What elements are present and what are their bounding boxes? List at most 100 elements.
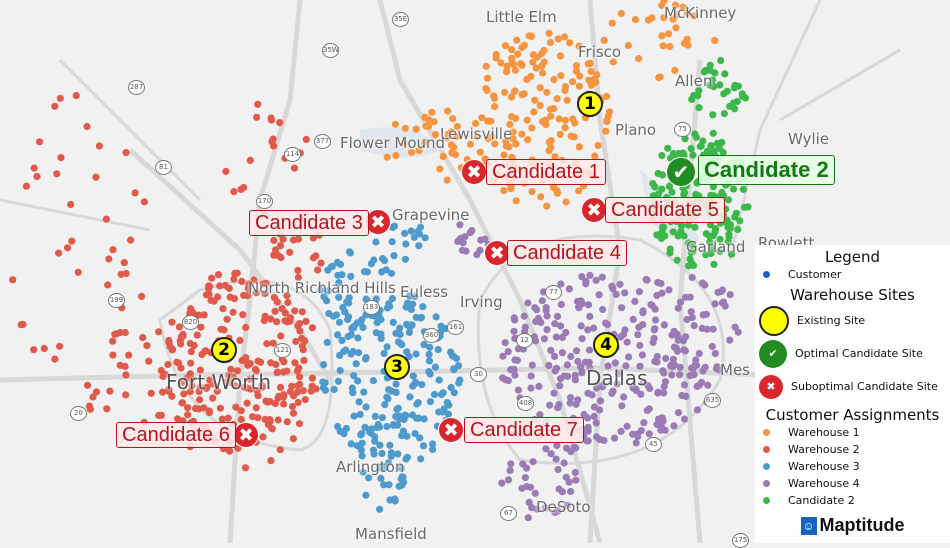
customer-dot [372,329,380,337]
customer-dot [216,282,224,290]
customer-dot [572,67,581,75]
customer-dot [33,172,41,181]
customer-dot [639,309,647,317]
customer-dot [302,135,310,143]
customer-dot [350,372,358,380]
customer-dot [179,378,187,386]
customer-dot [658,152,666,160]
customer-dot [206,376,214,384]
customer-dot [105,255,113,263]
customer-dot [508,46,516,54]
customer-dot [578,335,586,343]
customer-dot [605,108,614,116]
customer-dot [420,341,428,349]
customer-dot [653,358,661,366]
customer-dot [623,338,631,346]
customer-dot [336,366,344,375]
customer-dot [658,289,666,297]
customer-dot [476,148,484,156]
customer-dot [695,86,703,94]
customer-dot [680,415,689,423]
customer-dot [590,324,598,332]
customer-dot [385,386,393,394]
existing-site-marker[interactable]: 3 [384,354,410,380]
customer-dot [184,404,192,412]
x-icon[interactable]: ✖ [233,422,259,448]
customer-dot [389,223,397,231]
customer-dot [317,286,325,294]
customer-dot [665,182,674,190]
highway-shield: 635 [704,393,721,408]
customer-dot-icon [763,271,770,278]
customer-dot [383,153,391,161]
customer-dot [425,368,433,376]
customer-dot [291,307,299,315]
customer-dot [726,336,734,344]
customer-dot [704,381,712,389]
highway-shield: 45 [645,437,662,452]
customer-dot [312,252,320,260]
customer-dot [279,235,287,243]
customer-dot [403,348,411,356]
check-icon[interactable]: ✔ [666,157,696,187]
customer-dot [546,105,555,113]
customer-dot [362,491,370,499]
customer-dot [551,352,559,360]
customer-dot [679,337,688,345]
customer-dot [230,275,238,283]
customer-dot [408,148,416,156]
x-icon[interactable]: ✖ [438,417,464,443]
customer-dot [734,225,742,233]
customer-dot [538,62,546,70]
x-icon[interactable]: ✖ [461,159,487,185]
x-icon[interactable]: ✖ [365,209,391,235]
x-icon[interactable]: ✖ [484,240,510,266]
customer-dot [184,411,192,419]
customer-dot [542,306,550,315]
customer-dot [276,242,285,250]
customer-dot [412,125,420,133]
customer-dot [550,389,558,397]
customer-dot [323,297,331,305]
customer-dot [710,260,718,268]
customer-dot [357,431,365,439]
customer-dot [726,291,734,299]
existing-site-marker[interactable]: 4 [593,332,619,358]
customer-dot [466,140,474,148]
customer-dot [409,372,417,380]
legend-suboptimal: Suboptimal Candidate Site [791,380,938,393]
customer-dot [659,42,667,50]
customer-dot [673,347,682,355]
x-icon[interactable]: ✖ [581,197,607,223]
customer-dot [674,149,683,158]
customer-dot [449,115,457,123]
customer-dot [504,476,513,484]
customer-dot [405,328,413,336]
customer-dot [296,380,304,388]
customer-dot [721,302,729,310]
customer-dot [175,323,183,331]
customer-dot [125,351,133,359]
customer-dot [293,367,301,375]
customer-dot [277,253,285,262]
customer-dot [488,132,496,140]
existing-site-marker[interactable]: 1 [577,91,603,117]
customer-dot [447,383,455,392]
customer-dot [237,407,245,415]
legend-assignment: Warehouse 3 [755,458,950,475]
customer-dot [711,349,719,358]
customer-dot [421,234,429,242]
customer-dot [551,153,559,161]
customer-dot [482,85,490,93]
customer-dot [676,363,684,371]
road [728,0,822,261]
customer-dot [602,319,610,327]
highway-shield: 199 [108,293,125,308]
customer-dot [340,347,348,356]
customer-dot [561,124,569,132]
existing-site-marker[interactable]: 2 [211,337,237,363]
customer-dot [456,221,464,229]
customer-dot [621,289,629,297]
city-label: Flower Mound [340,134,446,152]
customer-dot [409,300,417,308]
